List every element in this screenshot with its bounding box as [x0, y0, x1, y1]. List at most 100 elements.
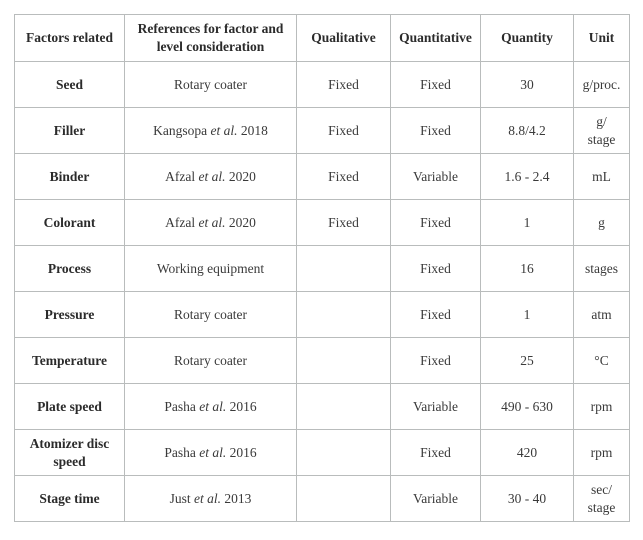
reference-text: Pasha — [164, 444, 200, 460]
reference-text: Working equipment — [156, 260, 265, 276]
column-header-unit: Unit — [573, 14, 630, 62]
qualitative-cell — [296, 337, 391, 384]
reference-text: Pasha — [164, 398, 200, 414]
reference-cell: Working equipment — [124, 245, 297, 292]
quantitative-cell: Variable — [390, 153, 481, 200]
qualitative-cell: Fixed — [296, 61, 391, 108]
reference-year: 2013 — [221, 490, 252, 506]
qualitative-cell — [296, 291, 391, 338]
quantitative-cell: Fixed — [390, 337, 481, 384]
reference-cell: Afzal et al. 2020 — [124, 199, 297, 246]
table-row: Process Working equipment Fixed 16 stage… — [14, 245, 630, 292]
factor-cell: Colorant — [14, 199, 125, 246]
unit-cell: rpm — [573, 429, 630, 476]
reference-year: 2016 — [226, 398, 257, 414]
unit-cell: sec/ stage — [573, 475, 630, 522]
quantitative-cell: Fixed — [390, 429, 481, 476]
header-row: Factors related References for factor an… — [14, 14, 630, 62]
reference-cell: Rotary coater — [124, 61, 297, 108]
table-row: Filler Kangsopa et al. 2018 Fixed Fixed … — [14, 107, 630, 154]
unit-cell: atm — [573, 291, 630, 338]
quantity-cell: 16 — [480, 245, 574, 292]
table-row: Plate speed Pasha et al. 2016 Variable 4… — [14, 383, 630, 430]
reference-et-al: et al. — [199, 398, 227, 414]
table-row: Temperature Rotary coater Fixed 25 °C — [14, 337, 630, 384]
factors-table: Factors related References for factor an… — [14, 14, 630, 522]
reference-et-al: et al. — [194, 490, 221, 506]
reference-text: Rotary coater — [173, 352, 248, 368]
qualitative-cell: Fixed — [296, 199, 391, 246]
qualitative-cell — [296, 475, 391, 522]
page: Factors related References for factor an… — [14, 14, 630, 522]
factor-cell: Temperature — [14, 337, 125, 384]
reference-cell: Rotary coater — [124, 291, 297, 338]
reference-cell: Just et al. 2013 — [124, 475, 297, 522]
column-header-references: References for factor and level consider… — [124, 14, 297, 62]
reference-year: 2020 — [225, 214, 256, 230]
reference-cell: Rotary coater — [124, 337, 297, 384]
unit-cell: stages — [573, 245, 630, 292]
reference-text: Just — [169, 490, 194, 506]
table-row: Stage time Just et al. 2013 Variable 30 … — [14, 475, 630, 522]
table-row: Atomizer disc speed Pasha et al. 2016 Fi… — [14, 429, 630, 476]
unit-cell: g/ stage — [573, 107, 630, 154]
quantitative-cell: Fixed — [390, 61, 481, 108]
qualitative-cell: Fixed — [296, 153, 391, 200]
unit-cell: g/proc. — [573, 61, 630, 108]
reference-et-al: et al. — [210, 122, 238, 138]
quantitative-cell: Fixed — [390, 291, 481, 338]
quantitative-cell: Fixed — [390, 245, 481, 292]
column-header-factors: Factors related — [14, 14, 125, 62]
quantity-cell: 1 — [480, 291, 574, 338]
column-header-qualitative: Qualitative — [296, 14, 391, 62]
quantitative-cell: Variable — [390, 475, 481, 522]
quantitative-cell: Fixed — [390, 107, 481, 154]
quantity-cell: 1 — [480, 199, 574, 246]
table-row: Pressure Rotary coater Fixed 1 atm — [14, 291, 630, 338]
reference-text: Afzal — [165, 214, 199, 230]
quantity-cell: 490 - 630 — [480, 383, 574, 430]
reference-et-al: et al. — [198, 168, 226, 184]
quantity-cell: 25 — [480, 337, 574, 384]
reference-year: 2020 — [225, 168, 256, 184]
quantity-cell: 30 — [480, 61, 574, 108]
unit-cell: mL — [573, 153, 630, 200]
factor-cell: Seed — [14, 61, 125, 108]
reference-text: Rotary coater — [173, 76, 248, 92]
reference-cell: Pasha et al. 2016 — [124, 429, 297, 476]
quantity-cell: 420 — [480, 429, 574, 476]
factor-cell: Pressure — [14, 291, 125, 338]
qualitative-cell — [296, 383, 391, 430]
reference-year: 2016 — [226, 444, 257, 460]
factor-cell: Plate speed — [14, 383, 125, 430]
unit-cell: rpm — [573, 383, 630, 430]
reference-cell: Afzal et al. 2020 — [124, 153, 297, 200]
factor-cell: Stage time — [14, 475, 125, 522]
reference-et-al: et al. — [198, 214, 226, 230]
reference-cell: Pasha et al. 2016 — [124, 383, 297, 430]
column-header-quantitative: Quantitative — [390, 14, 481, 62]
factor-cell: Filler — [14, 107, 125, 154]
qualitative-cell — [296, 429, 391, 476]
quantity-cell: 8.8/4.2 — [480, 107, 574, 154]
unit-cell: °C — [573, 337, 630, 384]
quantity-cell: 1.6 - 2.4 — [480, 153, 574, 200]
unit-cell: g — [573, 199, 630, 246]
quantitative-cell: Fixed — [390, 199, 481, 246]
table-row: Colorant Afzal et al. 2020 Fixed Fixed 1… — [14, 199, 630, 246]
quantitative-cell: Variable — [390, 383, 481, 430]
factor-cell: Process — [14, 245, 125, 292]
qualitative-cell: Fixed — [296, 107, 391, 154]
factor-cell: Atomizer disc speed — [14, 429, 125, 476]
table-row: Seed Rotary coater Fixed Fixed 30 g/proc… — [14, 61, 630, 108]
reference-et-al: et al. — [199, 444, 227, 460]
reference-text: Afzal — [165, 168, 199, 184]
reference-text: Kangsopa — [153, 122, 211, 138]
factor-cell: Binder — [14, 153, 125, 200]
quantity-cell: 30 - 40 — [480, 475, 574, 522]
qualitative-cell — [296, 245, 391, 292]
reference-year: 2018 — [237, 122, 268, 138]
table-row: Binder Afzal et al. 2020 Fixed Variable … — [14, 153, 630, 200]
reference-text: Rotary coater — [173, 306, 248, 322]
reference-cell: Kangsopa et al. 2018 — [124, 107, 297, 154]
